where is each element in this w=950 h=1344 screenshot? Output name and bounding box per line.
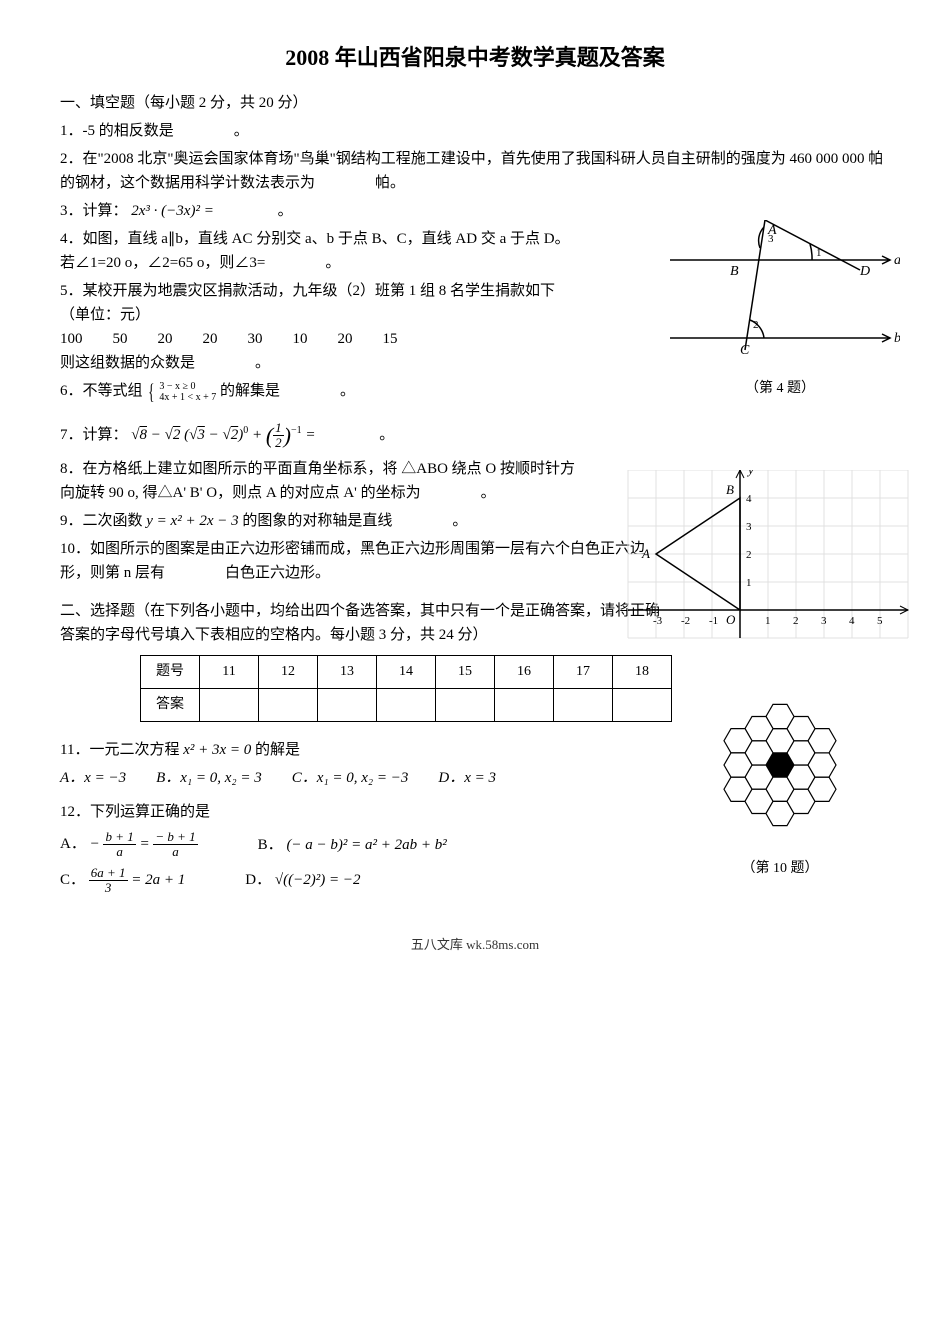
- fig4-label-b: b: [894, 331, 900, 346]
- q9-expression: y = x² + 2x − 3: [146, 513, 238, 529]
- svg-text:1: 1: [765, 615, 771, 627]
- figure-10: （第 10 题）: [690, 680, 870, 880]
- answer-table: 题号 1112131415161718 答案: [140, 655, 672, 722]
- svg-text:5: 5: [877, 615, 883, 627]
- svg-text:-2: -2: [681, 615, 690, 627]
- question-4: 4．如图，直线 a∥b，直线 AC 分别交 a、b 于点 B、C，直线 AD 交…: [60, 227, 580, 275]
- section-2-heading: 二、选择题（在下列各小题中，均给出四个备选答案，其中只有一个是正确答案，请将正确…: [60, 599, 660, 647]
- q11-choice-B: B．x₁ = 0, x₂ = 3: [156, 766, 262, 790]
- q5-text-a: 5．某校开展为地震灾区捐款活动，九年级（2）班第 1 组 8 名学生捐款如下（单…: [60, 279, 580, 327]
- table-col-num: 18: [613, 656, 672, 689]
- fig4-label-B: B: [730, 264, 739, 279]
- q9-suffix: 的图象的对称轴是直线 。: [242, 513, 467, 529]
- fig10-caption: （第 10 题）: [690, 858, 870, 880]
- svg-text:4: 4: [849, 615, 855, 627]
- table-cell-answer: [436, 689, 495, 722]
- table-cell-answer: [200, 689, 259, 722]
- q12-choice-D: D． √((−2)²) = −2: [245, 868, 360, 892]
- fig4-label-a: a: [894, 253, 900, 268]
- question-9: 9．二次函数 y = x² + 2x − 3 的图象的对称轴是直线 。: [60, 509, 580, 533]
- question-8: 8．在方格纸上建立如图所示的平面直角坐标系，将 △ABO 绕点 O 按顺时针方向…: [60, 457, 580, 505]
- svg-text:A: A: [641, 546, 650, 561]
- q3-suffix: 。: [218, 203, 293, 219]
- svg-text:3: 3: [746, 521, 752, 533]
- table-cell-answer: [613, 689, 672, 722]
- q11-expression: x² + 3x = 0: [183, 742, 251, 758]
- q3-expression: 2x³ · (−3x)² =: [131, 203, 214, 219]
- question-1: 1．-5 的相反数是 。: [60, 119, 890, 143]
- q6-prefix: 6．不等式组: [60, 383, 143, 399]
- table-cell-answer: [495, 689, 554, 722]
- table-header-qnum: 题号: [141, 656, 200, 689]
- q7-prefix: 7．计算：: [60, 427, 128, 443]
- table-cell-answer: [554, 689, 613, 722]
- svg-text:2: 2: [793, 615, 799, 627]
- q6-sys-bot: 4x + 1 < x + 7: [159, 392, 216, 403]
- question-6: 6．不等式组 { 3 − x ≥ 0 4x + 1 < x + 7 的解集是 。: [60, 379, 580, 404]
- svg-text:B: B: [726, 482, 734, 497]
- q11-suffix: 的解是: [255, 742, 300, 758]
- question-10: 10．如图所示的图案是由正六边形密铺而成，黑色正六边形周围第一层有六个白色正六边…: [60, 537, 660, 585]
- svg-text:-3: -3: [653, 615, 663, 627]
- figure-8: -3-2-1123451234OxyAB: [620, 470, 910, 658]
- svg-text:O: O: [726, 612, 736, 627]
- fig4-ang3: 3: [768, 233, 774, 245]
- svg-text:-1: -1: [709, 615, 718, 627]
- figure-4: A B C D a b 1 2 3 （第 4 题）: [660, 220, 900, 400]
- svg-text:3: 3: [821, 615, 827, 627]
- q12-choice-B: B． (− a − b)² = a² + 2ab + b²: [258, 833, 447, 857]
- table-col-num: 14: [377, 656, 436, 689]
- svg-text:2: 2: [746, 549, 752, 561]
- q7-suffix: 。: [319, 427, 394, 443]
- table-cell-answer: [259, 689, 318, 722]
- fig4-label-C: C: [740, 343, 750, 358]
- q11-choice-A: A．x = −3: [60, 766, 126, 790]
- fig4-ang1: 1: [816, 247, 822, 259]
- section-1-heading: 一、填空题（每小题 2 分，共 20 分）: [60, 91, 890, 115]
- q11-choice-D: D．x = 3: [438, 766, 496, 790]
- table-cell-answer: [318, 689, 377, 722]
- table-col-num: 11: [200, 656, 259, 689]
- q5-text-b: 则这组数据的众数是 。: [60, 351, 580, 375]
- table-header-answer: 答案: [141, 689, 200, 722]
- q11-choice-C: C．x₁ = 0, x₂ = −3: [292, 766, 409, 790]
- q6-suffix: 的解集是 。: [220, 383, 355, 399]
- fig4-caption: （第 4 题）: [660, 378, 900, 400]
- fig4-ang2: 2: [753, 319, 759, 331]
- question-7: 7．计算： √8 − √2 (√3 − √2)0 + (12)−1 = 。: [60, 418, 580, 453]
- svg-text:1: 1: [746, 577, 752, 589]
- question-5: 5．某校开展为地震灾区捐款活动，九年级（2）班第 1 组 8 名学生捐款如下（单…: [60, 279, 580, 375]
- table-col-num: 13: [318, 656, 377, 689]
- svg-text:y: y: [746, 470, 754, 477]
- q12-choice-C: C． 6a + 13 = 2a + 1: [60, 866, 185, 896]
- q3-prefix: 3．计算：: [60, 203, 128, 219]
- svg-text:4: 4: [746, 493, 752, 505]
- footer-text: 五八文库 wk.58ms.com: [60, 935, 890, 956]
- table-col-num: 12: [259, 656, 318, 689]
- table-col-num: 15: [436, 656, 495, 689]
- question-2: 2．在"2008 北京"奥运会国家体育场"鸟巢"钢结构工程施工建设中，首先使用了…: [60, 147, 890, 195]
- q12-choice-A: A． − b + 1a = − b + 1a: [60, 830, 198, 860]
- q5-data: 100 50 20 20 30 10 20 15: [60, 327, 580, 351]
- q6-sys-top: 3 − x ≥ 0: [159, 381, 216, 392]
- page-title: 2008 年山西省阳泉中考数学真题及答案: [60, 40, 890, 75]
- table-cell-answer: [377, 689, 436, 722]
- table-col-num: 17: [554, 656, 613, 689]
- table-col-num: 16: [495, 656, 554, 689]
- fig4-label-D: D: [859, 264, 870, 279]
- q9-prefix: 9．二次函数: [60, 513, 143, 529]
- q11-prefix: 11．一元二次方程: [60, 742, 179, 758]
